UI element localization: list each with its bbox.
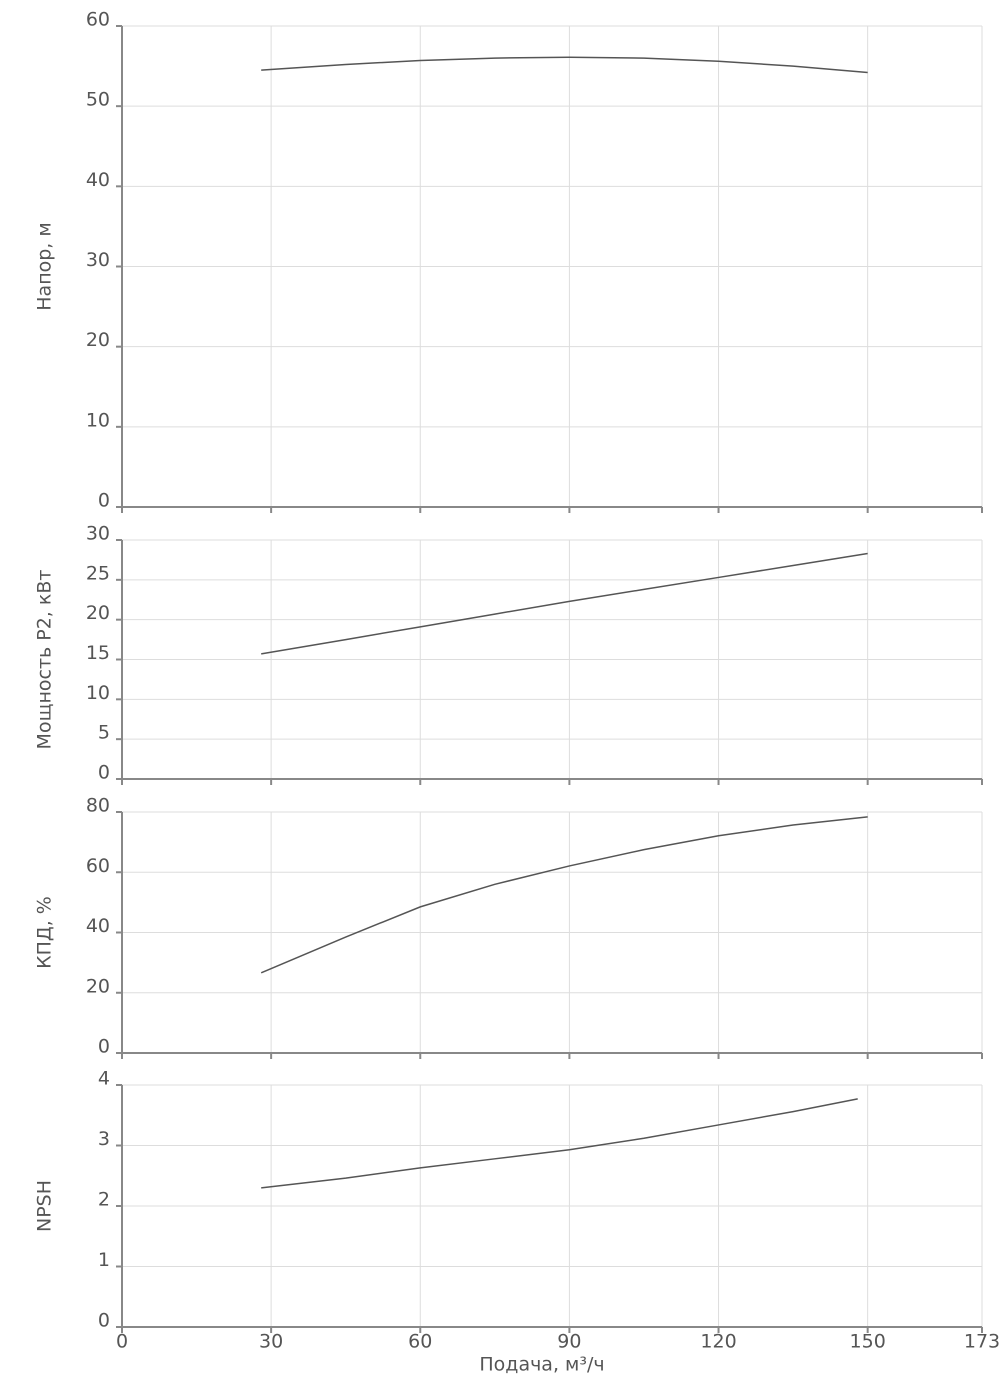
y-tick-label: 60 bbox=[86, 855, 110, 877]
x-tick-label: 90 bbox=[557, 1331, 581, 1353]
y-tick-label: 10 bbox=[86, 409, 110, 431]
y-tick-label: 2 bbox=[98, 1189, 110, 1211]
y-tick-label: 40 bbox=[86, 915, 110, 937]
y-axis-label: Мощность P2, кВт bbox=[34, 570, 56, 750]
y-axis-label: NPSH bbox=[34, 1180, 56, 1232]
y-tick-label: 80 bbox=[86, 795, 110, 817]
y-tick-label: 40 bbox=[86, 169, 110, 191]
x-tick-label: 60 bbox=[408, 1331, 432, 1353]
y-tick-label: 1 bbox=[98, 1249, 110, 1271]
x-axis-label: Подача, м³/ч bbox=[479, 1354, 604, 1376]
y-tick-label: 10 bbox=[86, 682, 110, 704]
line-series bbox=[260, 816, 868, 974]
y-tick-label: 15 bbox=[86, 642, 110, 664]
y-axis-label: Напор, м bbox=[34, 222, 56, 310]
y-tick-label: 0 bbox=[98, 1036, 110, 1058]
y-tick-label: 0 bbox=[98, 1310, 110, 1332]
y-tick-label: 5 bbox=[98, 722, 110, 744]
y-tick-label: 0 bbox=[98, 490, 110, 512]
x-tick-label: 0 bbox=[116, 1331, 128, 1353]
y-tick-label: 60 bbox=[86, 9, 110, 31]
y-tick-label: 3 bbox=[98, 1128, 110, 1150]
y-tick-label: 20 bbox=[86, 329, 110, 351]
x-tick-label: 30 bbox=[259, 1331, 283, 1353]
y-tick-label: 20 bbox=[86, 602, 110, 624]
x-tick-label: 120 bbox=[700, 1331, 736, 1353]
y-axis-label: КПД, % bbox=[34, 896, 56, 969]
y-tick-label: 30 bbox=[86, 523, 110, 545]
x-tick-label: 150 bbox=[850, 1331, 886, 1353]
line-series bbox=[261, 552, 868, 655]
y-tick-label: 20 bbox=[86, 975, 110, 997]
y-tick-label: 4 bbox=[98, 1068, 110, 1090]
line-series bbox=[261, 1098, 858, 1189]
y-tick-label: 30 bbox=[86, 249, 110, 271]
x-tick-label: 173 bbox=[964, 1331, 1000, 1353]
y-tick-label: 0 bbox=[98, 762, 110, 784]
y-tick-label: 25 bbox=[86, 562, 110, 584]
y-tick-label: 50 bbox=[86, 89, 110, 111]
line-series bbox=[261, 56, 868, 74]
